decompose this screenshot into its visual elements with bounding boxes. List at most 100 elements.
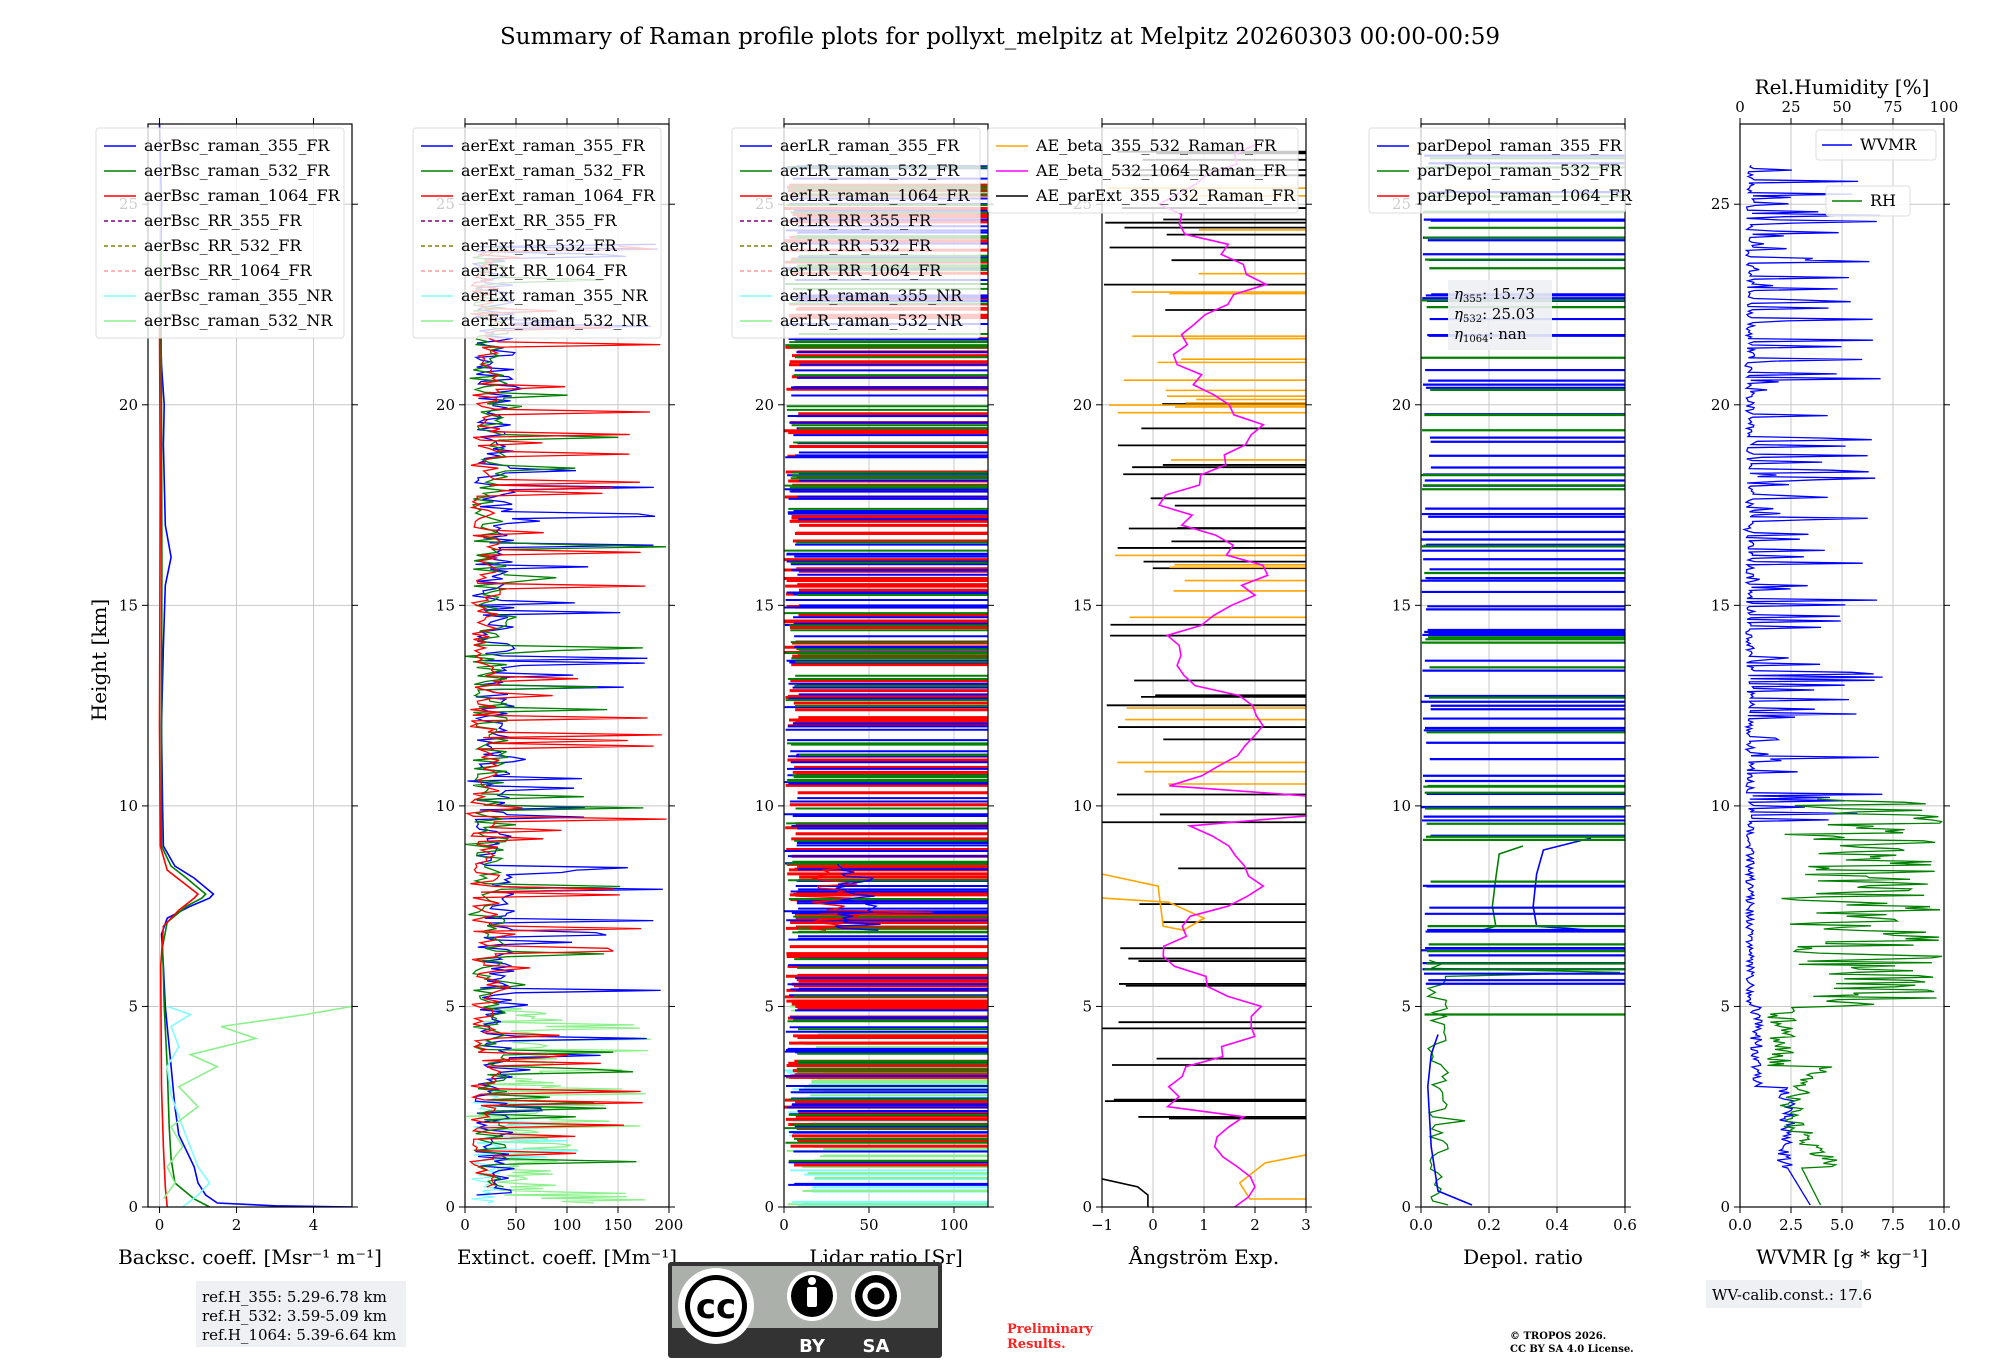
series-WVMR: [1742, 164, 1883, 1206]
legend-entry: WVMR: [1860, 135, 1917, 154]
x-tick-label: 0.2: [1477, 1216, 1501, 1234]
y-tick-label: 20: [1711, 396, 1730, 414]
legend-entry: aerExt_raman_532_NR: [461, 311, 649, 330]
legend-box: [412, 127, 662, 339]
x-tick-label: 0.0: [1728, 1216, 1752, 1234]
series-aerBsc_raman_355_NR: [166, 1005, 211, 1207]
legend: WVMR RH: [1815, 129, 1937, 217]
preliminary-label-1: Preliminary: [1007, 1322, 1093, 1337]
series-aerBsc_raman_532_NR: [162, 1005, 352, 1200]
x-tick-label: 3: [1301, 1216, 1311, 1234]
y-tick-label: 5: [128, 997, 138, 1015]
legend-box: [987, 127, 1299, 214]
y-tick-label: 0: [1720, 1198, 1730, 1216]
y-tick-label: 0: [1082, 1198, 1092, 1216]
cc-logo-text: cc: [696, 1287, 736, 1327]
y-tick-label: 0: [1401, 1198, 1411, 1216]
x-tick-label: 0.6: [1613, 1216, 1637, 1234]
top-axis-label: Rel.Humidity [%]: [1755, 75, 1930, 99]
panel-wvmr: 0.0 2.5 5.0 7.5 10.0 0 5 10 15 20 25 WVMR [g * kg⁻¹…: [1711, 75, 1961, 1269]
cc-sa-label: SA: [863, 1336, 890, 1357]
series-RH: [1767, 798, 1943, 1206]
eta-label: η1064: nan: [1454, 325, 1527, 345]
x-tick-label: 100: [940, 1216, 969, 1234]
copyright-2: CC BY SA 4.0 License.: [1510, 1344, 1634, 1355]
legend-entry: aerBsc_raman_532_NR: [144, 311, 333, 330]
series-aerExt_raman_532_NR: [466, 1006, 651, 1204]
x-tick-label: 2: [232, 1216, 242, 1234]
legend-entry: aerExt_RR_355_FR: [461, 211, 618, 230]
x-tick-label: 1: [1199, 1216, 1209, 1234]
legend-entry: parDepol_raman_1064_FR: [1417, 186, 1633, 205]
x-tick-label: 50: [859, 1216, 878, 1234]
legend-entry: aerLR_RR_532_FR: [780, 236, 932, 255]
legend-box: [731, 127, 981, 339]
cc-by-label: BY: [799, 1336, 826, 1357]
x-tick-label: 7.5: [1881, 1216, 1905, 1234]
panel-depol: 0.00.20.40.60510152025Depol. ratioparDep…: [1368, 118, 1637, 1269]
y-tick-label: 20: [755, 396, 774, 414]
y-tick-label: 5: [1401, 997, 1411, 1015]
series-aerBsc_raman_532_FR: [159, 244, 210, 1207]
series-depol355-segments: [1421, 154, 1625, 985]
y-axis-label: Height [km]: [87, 599, 111, 721]
series-AE_beta_355_532_Raman_FR: [1107, 187, 1306, 785]
y-tick-label: 10: [119, 797, 138, 815]
y-tick-label: 10: [1392, 797, 1411, 815]
eta-label: η532: 25.03: [1454, 305, 1535, 325]
legend-entry: aerExt_raman_1064_FR: [461, 186, 656, 205]
x-tick-label: 5.0: [1830, 1216, 1854, 1234]
x-tick-label: 2: [1250, 1216, 1260, 1234]
y-tick-label: 10: [1711, 797, 1730, 815]
legend-entry: aerExt_RR_1064_FR: [461, 261, 628, 280]
y-tick-label: 5: [1720, 997, 1730, 1015]
ref-h-1064: ref.H_1064: 5.39-6.64 km: [202, 1326, 396, 1344]
legend-entry: aerLR_raman_1064_FR: [780, 186, 970, 205]
y-tick-label: 15: [1073, 596, 1092, 614]
axes-frame: [1420, 123, 1626, 1208]
y-tick-label: 15: [119, 596, 138, 614]
legend: aerBsc_raman_355_FR aerBsc_raman_532_FRae…: [95, 127, 345, 339]
series-aerBsc_raman_1064_FR: [158, 324, 200, 1207]
top-x-tick-label: 50: [1832, 98, 1851, 116]
panel-extinction: 0501001502000510152025Extinct. coeff. [M…: [412, 118, 683, 1269]
legend: aerExt_raman_355_FR aerExt_raman_532_FRae…: [412, 127, 662, 339]
y-tick-label: 0: [764, 1198, 774, 1216]
legend: aerLR_raman_355_FR aerLR_raman_532_FR aerL…: [731, 127, 981, 339]
series-depol355-layer: [1532, 837, 1592, 931]
legend-entry: AE_parExt_355_532_Raman_FR: [1035, 186, 1296, 205]
legend-entry: aerBsc_raman_355_NR: [144, 286, 333, 305]
y-tick-label: 5: [1082, 997, 1092, 1015]
y-tick-label: 0: [128, 1198, 138, 1216]
series-parDepol_raman_532_FR: [1426, 959, 1621, 1206]
y-tick-label: 15: [755, 596, 774, 614]
legend: AE_beta_355_532_Raman_FR AE_beta_532_1064…: [987, 127, 1299, 214]
x-tick-label: 0.0: [1409, 1216, 1433, 1234]
ref-h-355: ref.H_355: 5.29-6.78 km: [202, 1288, 387, 1306]
preliminary-label-2: Results.: [1007, 1337, 1066, 1352]
wv-calib-const: WV-calib.const.: 17.6: [1712, 1286, 1872, 1304]
series-depol532-layer: [1441, 845, 1524, 932]
legend-entry: aerLR_raman_355_FR: [780, 136, 960, 155]
grid: [1101, 124, 1307, 1208]
figure-title: Summary of Raman profile plots for polly…: [500, 24, 1500, 50]
x-tick-label: −1: [1091, 1216, 1113, 1234]
x-tick-label: 150: [604, 1216, 633, 1234]
x-tick-label: 100: [553, 1216, 582, 1234]
legend-entry: aerExt_RR_532_FR: [461, 236, 618, 255]
eta-background: [1448, 280, 1552, 350]
legend-entry: AE_beta_355_532_Raman_FR: [1035, 136, 1277, 155]
wv-calib-box: WV-calib.const.: 17.6: [1706, 1280, 1872, 1308]
y-tick-label: 15: [1711, 596, 1730, 614]
x-axis-label: WVMR [g * kg⁻¹]: [1756, 1245, 1928, 1269]
axes-frame: [783, 123, 989, 1208]
cc-by-sa-logo: cc BY SA: [668, 1262, 942, 1358]
legend-entry: aerExt_raman_532_FR: [461, 161, 646, 180]
legend-box: [1815, 129, 1937, 161]
ref-height-box: ref.H_355: 5.29-6.78 km ref.H_532: 3.59-…: [196, 1281, 406, 1347]
series-aerExt_raman_1064_FR: [465, 245, 667, 1188]
x-tick-label: 2.5: [1779, 1216, 1803, 1234]
series-aerBsc_raman_355_FR: [158, 124, 352, 1207]
